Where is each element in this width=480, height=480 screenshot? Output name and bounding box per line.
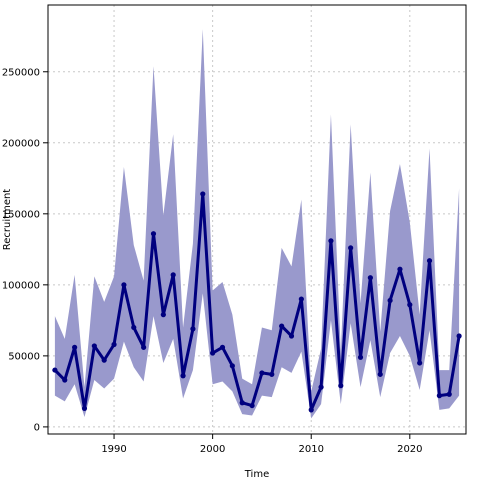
- data-point: [387, 297, 393, 304]
- data-point: [318, 384, 324, 390]
- data-point: [436, 393, 442, 399]
- data-point: [328, 238, 334, 244]
- data-point: [81, 405, 88, 412]
- data-point: [229, 363, 235, 369]
- data-point: [150, 231, 157, 237]
- data-point: [417, 360, 423, 366]
- y-tick-label: 100000: [2, 280, 40, 291]
- confidence-band-layer: [54, 29, 460, 419]
- data-point: [446, 391, 452, 397]
- data-point: [111, 341, 117, 348]
- confidence-band: [54, 29, 460, 419]
- data-point: [219, 344, 226, 350]
- data-point: [200, 191, 206, 197]
- data-point: [141, 344, 147, 350]
- y-tick-label: 150000: [2, 209, 40, 220]
- data-point: [131, 324, 137, 331]
- y-axis-title: Recruitment: [2, 189, 13, 251]
- x-tick-label: 2010: [298, 444, 323, 455]
- data-point: [160, 312, 166, 318]
- grid-lines: [48, 5, 466, 434]
- data-point: [407, 302, 413, 308]
- data-point: [101, 357, 107, 363]
- data-point: [91, 343, 97, 349]
- series-line: [53, 192, 461, 412]
- data-point: [121, 282, 127, 288]
- y-tick-label: 250000: [2, 67, 40, 78]
- y-tick-label: 50000: [8, 351, 40, 362]
- data-point: [367, 275, 373, 281]
- x-tick-label: 1990: [101, 444, 126, 455]
- data-point: [249, 402, 255, 409]
- data-point: [308, 407, 314, 413]
- data-point: [288, 333, 295, 339]
- data-point: [170, 272, 176, 278]
- data-point: [269, 371, 275, 377]
- data-point: [397, 266, 403, 272]
- data-point: [338, 383, 344, 389]
- data-point: [62, 377, 68, 383]
- x-axis-title: Time: [244, 469, 269, 480]
- x-tick-label: 2020: [397, 444, 422, 455]
- data-point: [426, 258, 433, 264]
- data-point: [357, 354, 364, 360]
- data-point: [190, 326, 196, 332]
- y-tick-label: 0: [34, 422, 40, 433]
- data-point: [52, 367, 58, 373]
- y-tick-label: 200000: [2, 138, 40, 149]
- data-point: [377, 371, 383, 377]
- x-tick-label: 2000: [200, 444, 225, 455]
- data-point: [180, 373, 186, 379]
- y-axis: 0 50000 100000 150000 200000 250000: [2, 67, 48, 433]
- data-point: [72, 344, 78, 350]
- data-point: [239, 400, 245, 406]
- data-points-layer: [52, 191, 462, 413]
- data-point: [298, 296, 304, 302]
- data-point: [456, 333, 462, 339]
- data-point: [259, 370, 265, 376]
- data-point: [210, 350, 216, 356]
- plot-frame: [47, 4, 467, 435]
- series-line-layer: [53, 192, 461, 412]
- data-point: [279, 323, 285, 329]
- x-axis: 1990 2000 2010 2020: [101, 434, 423, 455]
- data-point: [348, 245, 354, 251]
